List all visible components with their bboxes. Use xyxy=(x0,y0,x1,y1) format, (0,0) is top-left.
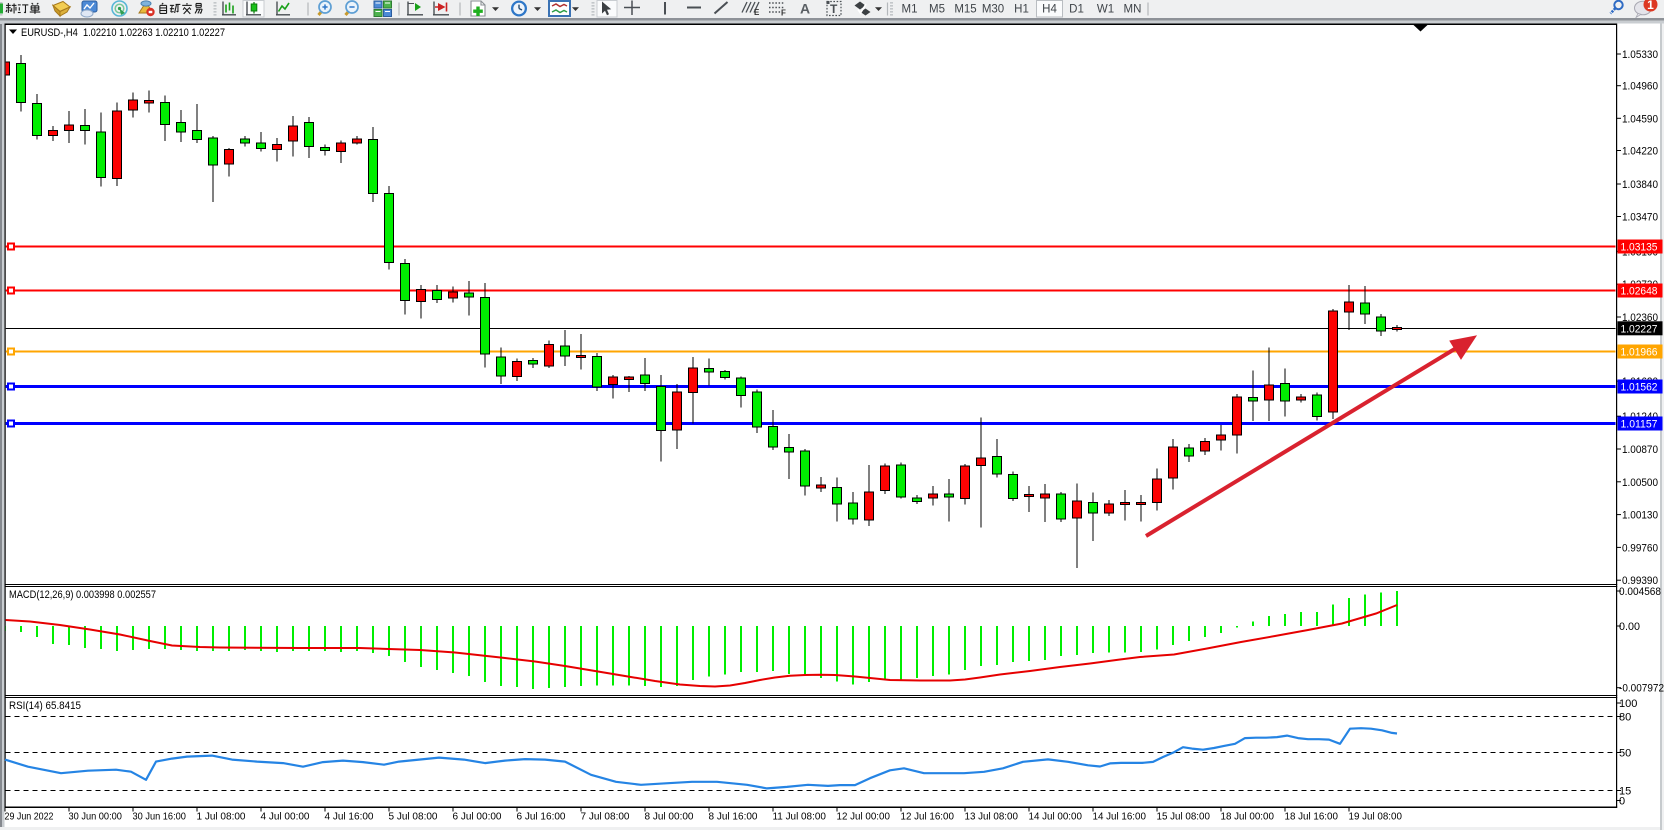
svg-text:29 Jun 2022: 29 Jun 2022 xyxy=(5,811,54,823)
svg-text:0.00: 0.00 xyxy=(1619,621,1640,633)
svg-text:14 Jul 00:00: 14 Jul 00:00 xyxy=(1029,811,1083,823)
svg-text:14 Jul 16:00: 14 Jul 16:00 xyxy=(1093,811,1147,823)
svg-text:8 Jul 00:00: 8 Jul 00:00 xyxy=(645,811,694,823)
svg-text:6 Jul 16:00: 6 Jul 16:00 xyxy=(517,811,566,823)
svg-text:1.05330: 1.05330 xyxy=(1622,49,1658,61)
svg-text:D1: D1 xyxy=(1069,4,1084,16)
svg-text:1.01562: 1.01562 xyxy=(1621,382,1658,394)
svg-text:18 Jul 00:00: 18 Jul 00:00 xyxy=(1221,811,1275,823)
svg-text:-0.007972: -0.007972 xyxy=(1619,683,1664,695)
svg-text:30 Jun 16:00: 30 Jun 16:00 xyxy=(133,811,187,823)
svg-text:8 Jul 16:00: 8 Jul 16:00 xyxy=(709,811,758,823)
svg-text:A: A xyxy=(800,1,810,17)
svg-text:M1: M1 xyxy=(902,4,918,16)
svg-text:M5: M5 xyxy=(929,4,945,16)
svg-text:0: 0 xyxy=(1619,796,1625,808)
svg-text:EURUSD-,H4 1.02210 1.02263 1.: EURUSD-,H4 1.02210 1.02263 1.02210 1.022… xyxy=(21,27,225,39)
svg-text:MN: MN xyxy=(1124,4,1142,16)
svg-text:12 Jul 16:00: 12 Jul 16:00 xyxy=(901,811,955,823)
svg-text:1.04960: 1.04960 xyxy=(1622,81,1658,93)
svg-text:13 Jul 08:00: 13 Jul 08:00 xyxy=(965,811,1019,823)
svg-text:H1: H1 xyxy=(1014,4,1029,16)
svg-text:1.02648: 1.02648 xyxy=(1621,286,1658,298)
svg-text:1.01157: 1.01157 xyxy=(1621,419,1658,431)
svg-text:W1: W1 xyxy=(1097,4,1114,16)
svg-text:1: 1 xyxy=(1647,0,1654,12)
svg-text:15 Jul 08:00: 15 Jul 08:00 xyxy=(1157,811,1211,823)
svg-text:1 Jul 08:00: 1 Jul 08:00 xyxy=(197,811,246,823)
svg-text:1.04590: 1.04590 xyxy=(1622,113,1658,125)
svg-text:50: 50 xyxy=(1619,748,1631,760)
svg-text:RSI(14) 65.8415: RSI(14) 65.8415 xyxy=(9,700,81,712)
svg-text:1.00130: 1.00130 xyxy=(1622,510,1658,522)
svg-text:1.03135: 1.03135 xyxy=(1621,242,1658,254)
svg-text:0.99760: 0.99760 xyxy=(1622,542,1658,554)
svg-text:1.02360: 1.02360 xyxy=(1622,312,1658,324)
svg-text:1.02227: 1.02227 xyxy=(1621,324,1658,336)
svg-text:M30: M30 xyxy=(982,4,1004,16)
svg-text:5 Jul 08:00: 5 Jul 08:00 xyxy=(389,811,438,823)
svg-text:1.00870: 1.00870 xyxy=(1622,444,1658,456)
svg-text:F: F xyxy=(781,9,786,18)
svg-text:11 Jul 08:00: 11 Jul 08:00 xyxy=(773,811,827,823)
svg-text:12 Jul 00:00: 12 Jul 00:00 xyxy=(837,811,891,823)
svg-text:0.99390: 0.99390 xyxy=(1622,575,1658,587)
svg-text:4 Jul 16:00: 4 Jul 16:00 xyxy=(325,811,374,823)
svg-text:100: 100 xyxy=(1619,698,1637,710)
svg-text:19 Jul 08:00: 19 Jul 08:00 xyxy=(1349,811,1403,823)
svg-text:T: T xyxy=(830,2,838,16)
svg-text:30 Jun 00:00: 30 Jun 00:00 xyxy=(69,811,123,823)
svg-text:1.04220: 1.04220 xyxy=(1622,146,1658,158)
svg-text:0.004568: 0.004568 xyxy=(1619,586,1661,598)
svg-text:15: 15 xyxy=(1619,786,1631,798)
svg-text:6 Jul 00:00: 6 Jul 00:00 xyxy=(453,811,502,823)
svg-text:E: E xyxy=(754,8,760,17)
svg-text:7 Jul 08:00: 7 Jul 08:00 xyxy=(581,811,630,823)
svg-text:1.00500: 1.00500 xyxy=(1622,477,1658,489)
svg-text:18 Jul 16:00: 18 Jul 16:00 xyxy=(1285,811,1339,823)
svg-text:H4: H4 xyxy=(1042,4,1057,16)
svg-text:1.01966: 1.01966 xyxy=(1621,347,1658,359)
svg-text:1.03840: 1.03840 xyxy=(1622,179,1658,191)
svg-text:4 Jul 00:00: 4 Jul 00:00 xyxy=(261,811,310,823)
svg-text:M15: M15 xyxy=(954,4,976,16)
svg-text:80: 80 xyxy=(1619,712,1631,724)
svg-text:1.03470: 1.03470 xyxy=(1622,212,1658,224)
svg-text:MACD(12,26,9) 0.003998 0.00255: MACD(12,26,9) 0.003998 0.002557 xyxy=(9,589,156,601)
